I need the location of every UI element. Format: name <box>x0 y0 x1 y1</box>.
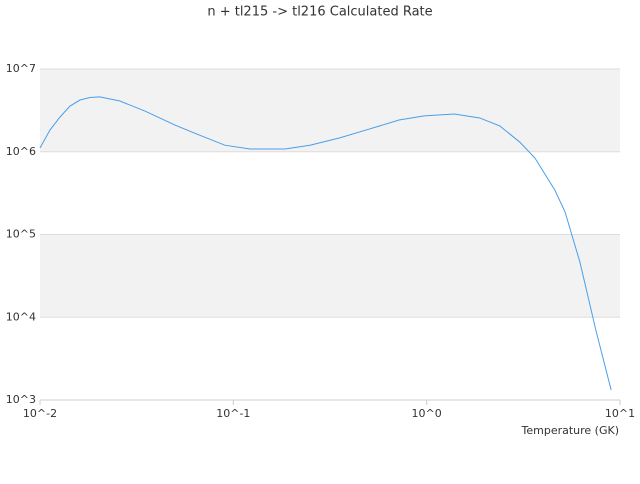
band <box>40 234 620 318</box>
x-tick-label: 10^1 <box>605 407 635 420</box>
y-tick-label: 10^3 <box>6 393 36 406</box>
x-axis-label: Temperature (GK) <box>521 424 620 437</box>
x-tick-label: 10^-1 <box>216 407 250 420</box>
y-tick-label: 10^5 <box>6 228 36 241</box>
data-line <box>39 96 612 391</box>
y-tick-label: 10^4 <box>6 310 36 323</box>
band <box>40 69 620 152</box>
y-tick-label: 10^7 <box>6 62 36 75</box>
x-tick-label: 10^-2 <box>23 407 57 420</box>
chart-title: n + tl215 -> tl216 Calculated Rate <box>207 5 432 20</box>
y-tick-label: 10^6 <box>6 145 36 158</box>
x-tick-label: 10^0 <box>412 407 442 420</box>
